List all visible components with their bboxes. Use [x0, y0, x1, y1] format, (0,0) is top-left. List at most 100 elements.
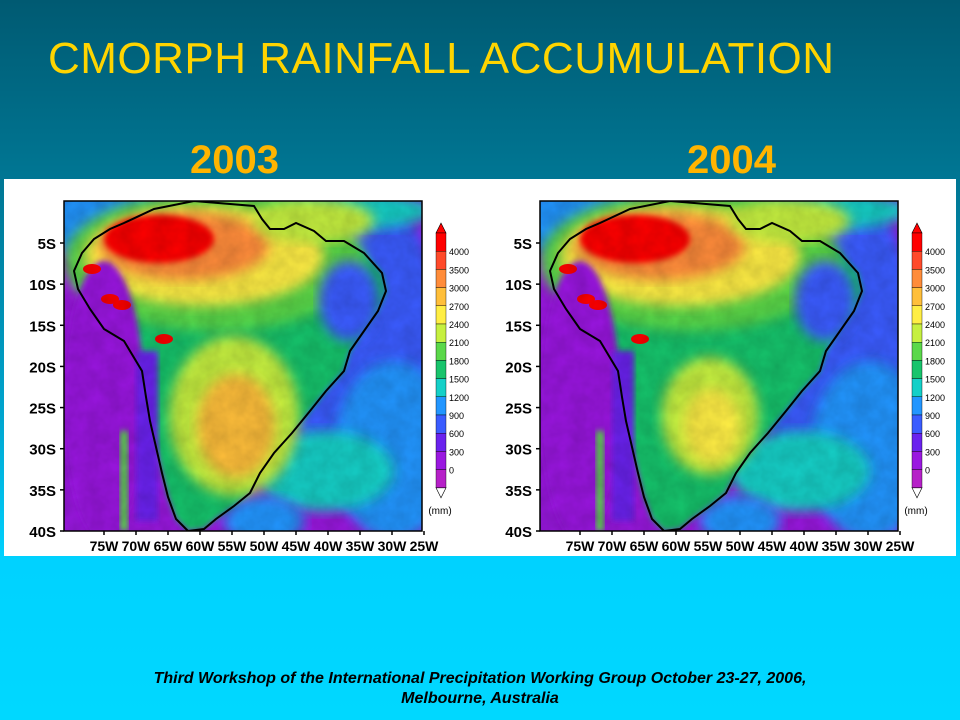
- lon-label: 50W: [250, 538, 280, 554]
- year-label-2003: 2003: [190, 138, 279, 182]
- colorbar-swatch: [435, 432, 447, 452]
- colorbar-level-label: 2400: [925, 320, 945, 330]
- colorbar-level-label: 600: [925, 429, 940, 439]
- colorbar-swatch: [911, 269, 923, 288]
- colorbar-level-label: 0: [925, 466, 930, 476]
- colorbar-level-label: 900: [925, 411, 940, 421]
- lat-label: 40S: [29, 524, 56, 541]
- lon-label: 50W: [726, 538, 756, 554]
- colorbar-level-label: 3000: [449, 284, 469, 294]
- lat-label: 35S: [29, 483, 56, 500]
- colorbar-level-label: 2100: [449, 338, 469, 348]
- colorbar-swatch: [911, 232, 923, 252]
- lat-label: 25S: [505, 401, 532, 418]
- colorbar-swatch: [435, 414, 447, 434]
- lat-label: 30S: [505, 442, 532, 459]
- colorbar-level-label: 2700: [925, 302, 945, 312]
- colorbar-swatch: [435, 451, 447, 470]
- lon-label: 25W: [886, 538, 916, 554]
- lon-label: 40W: [314, 538, 344, 554]
- lat-label: 5S: [514, 236, 532, 253]
- colorbar-swatch: [911, 378, 923, 398]
- lat-label: 10S: [505, 277, 532, 294]
- rainfall-map-2003: 5S 10S 15S 20S 25S 30S 35S 40S 75W 70W 65W 60W 55W 50…: [29, 200, 469, 554]
- colorbar-level-label: 1800: [449, 356, 469, 366]
- colorbar-level-label: 1500: [449, 375, 469, 385]
- colorbar-swatch: [435, 469, 447, 489]
- colorbar-swatch: [435, 232, 447, 252]
- colorbar-swatch: [911, 287, 923, 306]
- lon-label: 35W: [346, 538, 376, 554]
- colorbar-swatch: [435, 341, 447, 361]
- rain-texture: [64, 201, 422, 531]
- lon-label: 75W: [90, 538, 120, 554]
- lon-label: 60W: [186, 538, 216, 554]
- lat-label: 15S: [29, 318, 56, 335]
- lon-label: 35W: [822, 538, 852, 554]
- colorbar-swatch: [911, 396, 923, 416]
- colorbar-swatch: [911, 360, 923, 379]
- colorbar-swatch: [435, 305, 447, 325]
- colorbar-swatch: [911, 341, 923, 361]
- lat-label: 5S: [38, 236, 56, 253]
- colorbar-2003: 4000350030002700240021001800150012009006…: [428, 222, 469, 517]
- colorbar-level-label: 1500: [925, 375, 945, 385]
- lat-label: 15S: [505, 318, 532, 335]
- colorbar-swatch: [911, 305, 923, 325]
- colorbar-swatch: [911, 469, 923, 489]
- lon-label: 55W: [694, 538, 724, 554]
- rainfall-field-2004: [540, 201, 898, 531]
- colorbar-level-label: 1200: [449, 393, 469, 403]
- rain-texture: [540, 201, 898, 531]
- colorbar-swatch: [435, 378, 447, 398]
- colorbar-level-label: 3500: [449, 265, 469, 275]
- colorbar-level-label: 3000: [925, 284, 945, 294]
- colorbar-swatch: [911, 451, 923, 470]
- footer-line-2: Melbourne, Australia: [401, 690, 559, 707]
- continent-outline: [548, 201, 864, 531]
- colorbar-level-label: 900: [449, 411, 464, 421]
- lon-label: 65W: [154, 538, 184, 554]
- lon-label: 70W: [598, 538, 628, 554]
- lat-label: 30S: [29, 442, 56, 459]
- colorbar-arrow-bottom: [911, 487, 923, 499]
- colorbar-level-label: 1800: [925, 356, 945, 366]
- year-label-2004: 2004: [687, 138, 776, 182]
- colorbar-level-label: 1200: [925, 393, 945, 403]
- colorbar-level-label: 0: [449, 466, 454, 476]
- lat-label: 35S: [505, 483, 532, 500]
- colorbar-swatch: [435, 269, 447, 288]
- colorbar-2004: 4000350030002700240021001800150012009006…: [904, 222, 945, 517]
- colorbar-arrow-top: [911, 222, 923, 234]
- map-panels-strip: 5S 10S 15S 20S 25S 30S 35S 40S 75W 70W 65W 60W 55W 50…: [4, 179, 956, 556]
- colorbar-level-label: 2400: [449, 320, 469, 330]
- footer-credit: Third Workshop of the International Prec…: [60, 669, 900, 709]
- colorbar-level-label: 3500: [925, 265, 945, 275]
- colorbar-arrow-bottom: [435, 487, 447, 499]
- colorbar-level-label: 300: [925, 447, 940, 457]
- colorbar-unit: (mm): [904, 506, 927, 517]
- colorbar-swatch: [435, 287, 447, 306]
- rainfall-map-2004: 5S 10S 15S 20S 25S 30S 35S 40S 75W 70W 65W 60W 55W 50…: [505, 200, 945, 554]
- slide-title: CMORPH RAINFALL ACCUMULATION: [48, 34, 835, 83]
- colorbar-swatch: [435, 250, 447, 270]
- colorbar-swatch: [435, 360, 447, 379]
- lat-label: 25S: [29, 401, 56, 418]
- colorbar-level-label: 2100: [925, 338, 945, 348]
- lon-label: 75W: [566, 538, 596, 554]
- lon-label: 45W: [758, 538, 788, 554]
- lon-label: 25W: [410, 538, 440, 554]
- lon-label: 65W: [630, 538, 660, 554]
- lon-label: 55W: [218, 538, 248, 554]
- lon-label: 30W: [378, 538, 408, 554]
- colorbar-level-label: 300: [449, 447, 464, 457]
- continent-outline: [72, 201, 388, 531]
- colorbar-level-label: 4000: [449, 247, 469, 257]
- lon-label: 70W: [122, 538, 152, 554]
- colorbar-level-label: 4000: [925, 247, 945, 257]
- colorbar-swatch: [911, 250, 923, 270]
- colorbar-unit: (mm): [428, 506, 451, 517]
- colorbar-swatch: [911, 432, 923, 452]
- lon-label: 30W: [854, 538, 884, 554]
